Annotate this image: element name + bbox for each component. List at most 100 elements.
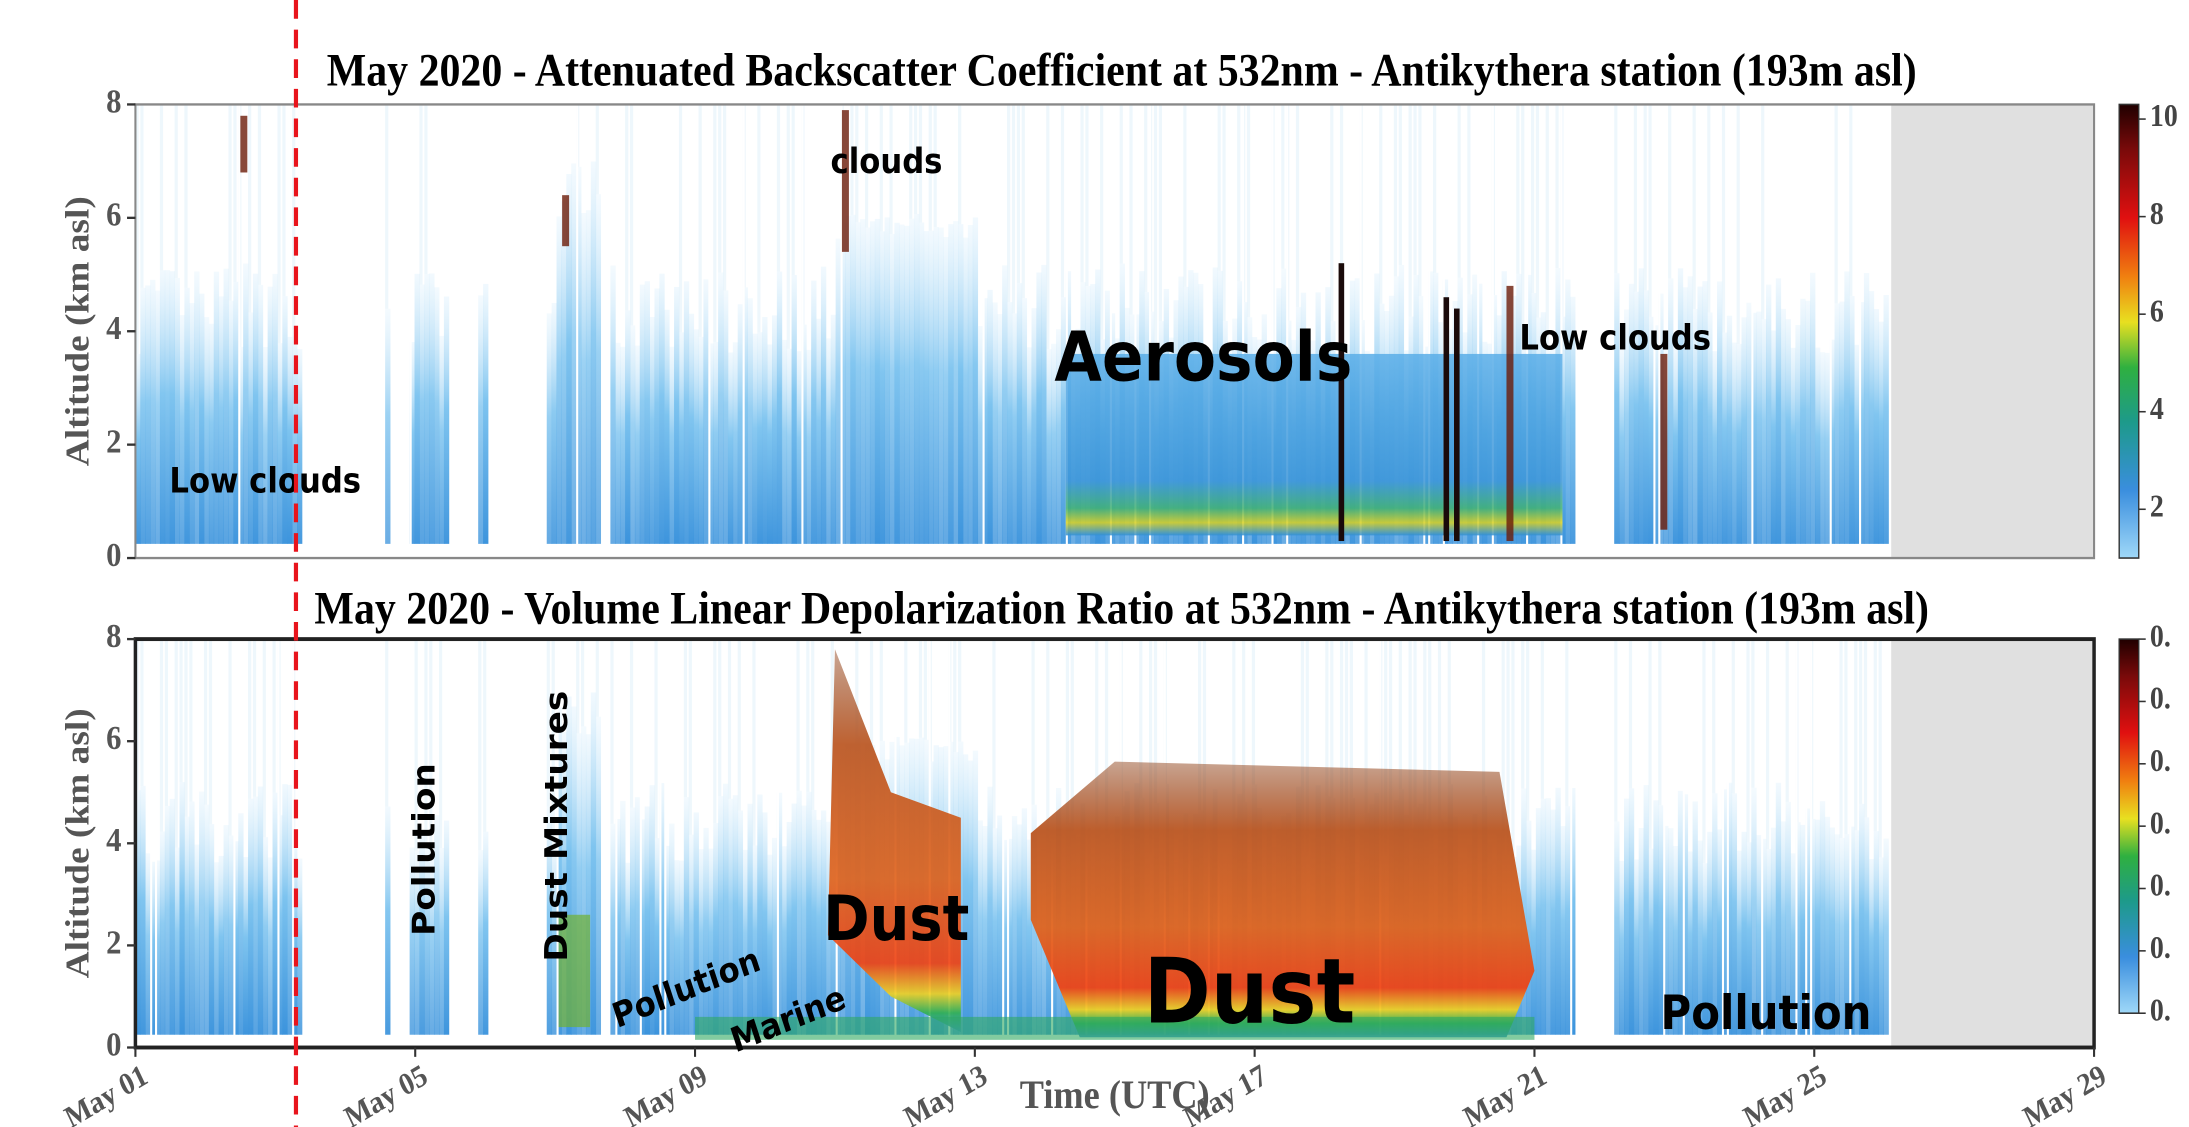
heatmap-strip [174, 277, 180, 544]
colorbar-tick-label: 6 [2150, 295, 2164, 329]
heatmap-strip [213, 862, 220, 1035]
heatmap-strip [781, 339, 788, 544]
colorbar-tick-label: 0. [2150, 682, 2171, 716]
heatmap-strip [791, 803, 797, 1035]
gap-strip [1271, 104, 1274, 559]
heatmap-strip [742, 849, 748, 1035]
heatmap-strip [1031, 639, 1035, 805]
heatmap-strip [184, 639, 188, 817]
gap-strip [801, 104, 804, 559]
heatmap-strip [669, 823, 675, 1035]
colorbar-tick-label: 0. [2150, 994, 2171, 1028]
heatmap-strip [1790, 853, 1796, 1035]
heatmap-strip [262, 837, 269, 1035]
heatmap-strip [1555, 787, 1561, 1035]
colorbar-tick-label: 10 [2150, 100, 2178, 134]
heatmap-strip [634, 345, 641, 544]
heatmap-strip [1672, 348, 1679, 544]
heatmap-strip [879, 639, 883, 741]
annotation: Dust [823, 882, 969, 955]
heatmap-strip [958, 224, 964, 544]
heatmap-strip [982, 826, 988, 1035]
heatmap-strip [208, 639, 213, 825]
gap-strip [1526, 104, 1529, 559]
heatmap-strip [1036, 272, 1042, 544]
heatmap-strip [913, 104, 918, 214]
heatmap-strip [1692, 104, 1696, 310]
heatmap-strip [1570, 788, 1576, 1035]
heatmap-strip [424, 104, 428, 274]
gap-strip [556, 639, 559, 1048]
heatmap-strip [1668, 828, 1674, 1035]
heatmap-strip [1844, 834, 1850, 1035]
heatmap-strip [1726, 782, 1733, 1035]
heatmap-strip [1765, 639, 1770, 850]
heatmap-strip [977, 820, 983, 1035]
heatmap-strip [1849, 104, 1853, 296]
heatmap-strip [1810, 272, 1816, 544]
heatmap-strip [189, 801, 195, 1035]
heatmap-strip [737, 810, 744, 1035]
heatmap-strip [262, 639, 266, 838]
heatmap-strip [1447, 639, 1451, 785]
heatmap-strip [1717, 829, 1723, 1035]
gap-strip [1491, 104, 1494, 559]
colorbar-tick-label: 0. [2150, 807, 2171, 841]
heatmap-strip [1854, 639, 1858, 831]
gap-strip [1002, 639, 1005, 1048]
heatmap-strip [708, 343, 714, 544]
heatmap-strip [1859, 803, 1865, 1035]
heatmap-strip [629, 807, 636, 1035]
heatmap-strip [1065, 639, 1069, 823]
heatmap-strip [1021, 808, 1028, 1035]
heatmap-strip [620, 800, 626, 1035]
heatmap-strip [483, 831, 489, 1035]
heatmap-strip [820, 810, 827, 1035]
heatmap-strip [904, 639, 908, 743]
heatmap-strip [566, 174, 572, 544]
heatmap-strip [762, 812, 768, 1035]
gap-strip [238, 104, 241, 559]
heatmap-strip [595, 639, 599, 717]
heatmap-strip [1883, 295, 1889, 544]
heatmap-strip [1565, 806, 1571, 1035]
aerosol-layer [1065, 353, 1563, 536]
heatmap-strip [1643, 290, 1649, 544]
heatmap-strip [644, 806, 650, 1035]
gap-strip [1859, 104, 1862, 559]
heatmap-strip [1814, 819, 1821, 1035]
heatmap-strip [1712, 793, 1718, 1035]
heatmap-strip [1756, 311, 1762, 544]
heatmap-strip [796, 790, 802, 1035]
heatmap-strip [213, 271, 220, 544]
heatmap-strip [419, 284, 425, 544]
heatmap-strip [757, 332, 763, 544]
heatmap-strip [140, 104, 144, 288]
gap-strip [742, 104, 745, 559]
heatmap-strip [958, 104, 962, 225]
heatmap-strip [194, 271, 200, 544]
heatmap-strip [414, 273, 420, 544]
heatmap-strip [1060, 104, 1065, 298]
heatmap-strip [791, 104, 795, 276]
heatmap-strip [669, 346, 675, 544]
heatmap-strip [1677, 268, 1684, 544]
colorbar-tick-label: 0. [2150, 932, 2171, 966]
heatmap-strip [385, 308, 391, 544]
y-tick-label: 4 [106, 310, 121, 348]
heatmap-strip [135, 353, 141, 544]
heatmap-strip [1883, 838, 1889, 1035]
heatmap-strip [248, 104, 252, 313]
chart-title: May 2020 - Volume Linear Depolarization … [314, 581, 1929, 634]
heatmap-strip [1251, 639, 1256, 785]
gap-strip [1207, 104, 1210, 559]
heatmap-strip [713, 341, 719, 544]
heatmap-strip [1325, 639, 1329, 797]
heatmap-strip [595, 104, 599, 195]
heatmap-strip [806, 639, 810, 792]
heatmap-strip [145, 285, 151, 544]
heatmap-strip [796, 351, 802, 544]
heatmap-strip [174, 847, 180, 1035]
gap-strip [776, 639, 779, 1048]
gap-strip [1477, 104, 1480, 559]
